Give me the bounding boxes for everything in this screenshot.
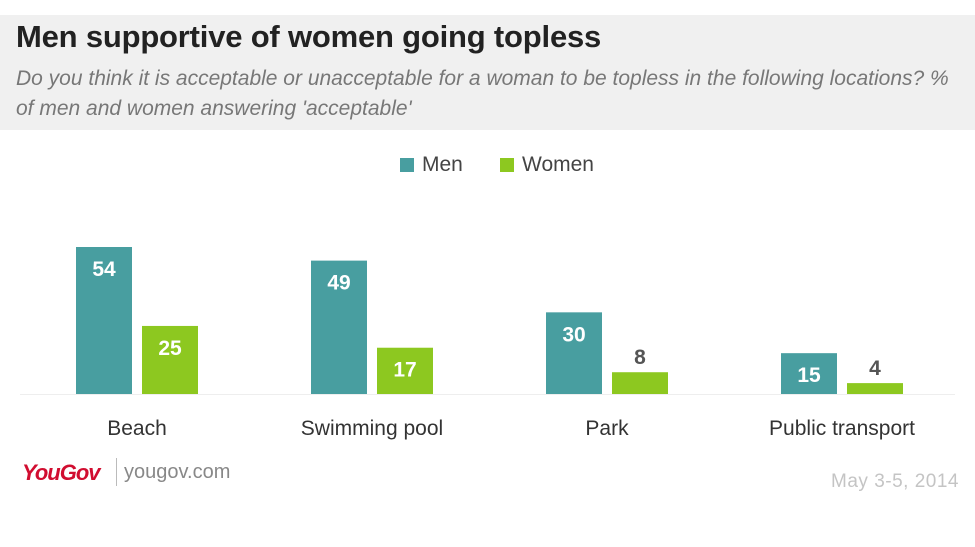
header-panel: [0, 15, 975, 130]
bar-men-0: [76, 247, 132, 394]
yougov-logo: YouGov: [22, 460, 101, 485]
chart-legend: Men Women: [0, 150, 975, 180]
data-label-women-2: 8: [634, 346, 646, 369]
legend-label-women: Women: [522, 153, 594, 176]
legend-item-women: Women: [500, 150, 594, 180]
bar-women-0: [142, 325, 198, 394]
data-label-women-1: 17: [393, 359, 416, 382]
bar-men-3: [781, 353, 837, 394]
survey-date: May 3-5, 2014: [831, 471, 959, 492]
category-label-3: Public transport: [769, 417, 915, 440]
bar-women-2: [612, 372, 668, 394]
data-label-men-0: 54: [92, 258, 116, 281]
data-label-men-3: 15: [797, 364, 821, 387]
data-label-women-3: 4: [869, 357, 881, 380]
data-label-men-1: 49: [327, 272, 350, 295]
category-label-1: Swimming pool: [301, 417, 443, 440]
legend-swatch-women: [500, 158, 514, 172]
bar-men-2: [546, 312, 602, 394]
category-label-2: Park: [585, 417, 629, 440]
legend-item-men: Men: [400, 150, 463, 180]
legend-label-men: Men: [422, 153, 463, 176]
footer-divider: [116, 458, 117, 486]
category-label-0: Beach: [107, 417, 167, 440]
data-label-women-0: 25: [158, 337, 182, 360]
bar-women-1: [377, 347, 433, 394]
legend-swatch-men: [400, 158, 414, 172]
bar-women-3: [847, 383, 903, 394]
footer-site-link[interactable]: yougov.com: [124, 461, 231, 483]
bar-men-1: [311, 260, 367, 394]
chart-subtitle: Do you think it is acceptable or unaccep…: [16, 67, 949, 120]
data-label-men-2: 30: [562, 323, 585, 346]
chart-title: Men supportive of women going topless: [16, 19, 602, 54]
